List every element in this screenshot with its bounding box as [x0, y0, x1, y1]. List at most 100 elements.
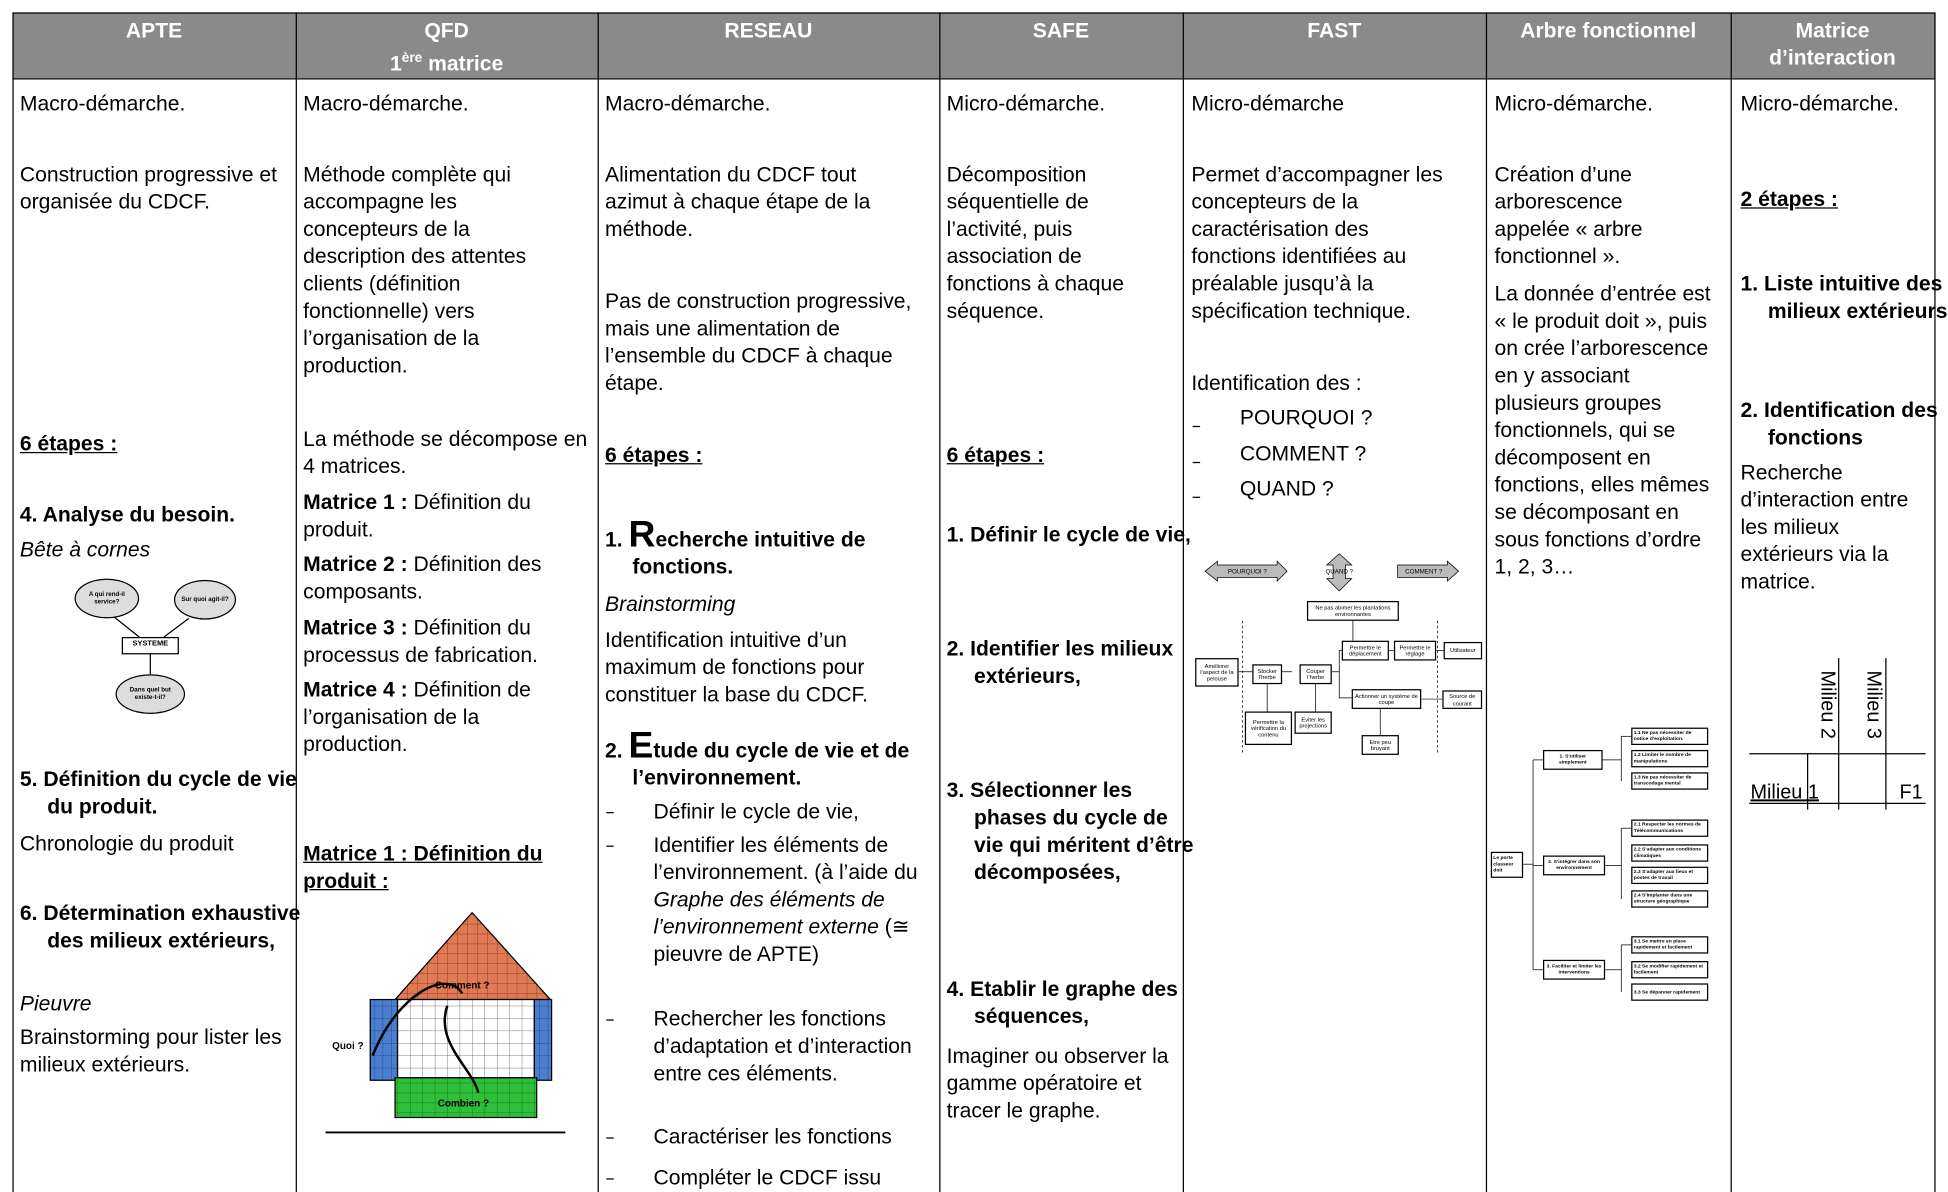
cell-text: Alimentation du CDCF tout azimut à chaqu…	[605, 162, 871, 241]
step: 2. Identifier les milieux extérieurs,	[946, 636, 1174, 688]
tree-group: 3. Faciliter et limiter les intervention…	[1542, 959, 1606, 980]
link	[1331, 650, 1342, 673]
bullet-part: Identifier les éléments de l’environneme…	[653, 833, 918, 885]
matrix-column: Milieu 3	[1862, 671, 1884, 739]
header-number: 1	[389, 51, 402, 76]
step-text: echerche intuitive de fonctions.	[632, 527, 866, 579]
bullet-text: POURQUOI ?	[1239, 406, 1373, 430]
diagram-node: Permettre le réglage	[1393, 640, 1437, 661]
step: 1. Définir le cycle de vie,	[946, 522, 1191, 547]
tree-leaf: 3.2 Se modifier rapidement et facilement	[1631, 961, 1709, 979]
step: 6. Détermination exhaustive des milieux …	[19, 901, 301, 953]
arrow	[371, 982, 464, 1056]
matrix-label: Matrice 3 :	[303, 615, 408, 640]
arrow	[443, 1005, 480, 1094]
column-header: APTE	[125, 18, 183, 43]
bullet-text: Définir le cycle de vie,	[653, 799, 859, 824]
diagram-label: Combien ?	[438, 1098, 489, 1109]
cell-text: Brainstorming pour lister les milieux ex…	[19, 1025, 282, 1077]
cell-text: Micro-démarche	[1191, 91, 1344, 116]
bullet	[606, 845, 614, 847]
tree-root: Le porte classeur doit	[1490, 851, 1524, 878]
bullet-text: COMMENT ?	[1239, 442, 1367, 466]
bullet	[606, 812, 614, 814]
column-header: RESEAU	[724, 18, 813, 43]
column-header: QFD 1ère matrice	[296, 17, 598, 77]
arrow-label: COMMENT ?	[1405, 569, 1443, 576]
bullet	[1192, 461, 1201, 464]
step-initial: R	[628, 514, 656, 556]
step: 4. Etablir le graphe des séquences,	[946, 977, 1178, 1029]
cell-text: Macro-démarche.	[303, 91, 469, 116]
step-text: tude du cycle de vie et de l’environneme…	[632, 738, 910, 790]
tree-leaf: 1.2 Limiter le nombre de manipulations	[1631, 749, 1709, 768]
diagram-node: Actionner un système de coupe	[1351, 689, 1422, 709]
matrix-text: Définition du processus de fabrication.	[303, 615, 538, 667]
cell-text: Recherche d’interaction entre les milieu…	[1740, 460, 1909, 594]
matrix-row: Milieu 1	[1750, 781, 1818, 803]
arrow-label: QUAND ?	[1325, 569, 1353, 576]
table-border	[12, 12, 1936, 1192]
tree-leaf: 3.3 Se dépanner rapidement	[1631, 983, 1709, 1001]
bullet-text: Compléter le CDCF issu	[653, 1165, 882, 1190]
diagram-node: Permettre le déplacement	[1341, 640, 1389, 661]
diagram-node: Utilisateur	[1443, 641, 1483, 660]
cell-text: Micro-démarche.	[946, 91, 1106, 116]
step-tool: Pieuvre	[19, 992, 92, 1016]
step: 2. Etude du cycle de vie et de l’environ…	[605, 727, 958, 793]
step-number: 1.	[605, 527, 623, 552]
cell-text: Permet d’accompagner les concepteurs de …	[1191, 162, 1443, 323]
matrix-item: Matrice 4 : Définition de l’organisation…	[303, 677, 576, 759]
step: 3. Sélectionner les phases du cycle de v…	[946, 778, 1194, 885]
bullet	[606, 1137, 614, 1139]
tree-leaf: 2.3 S’adapter aux lieux et postes de tra…	[1631, 866, 1709, 885]
cell-text: La donnée d’entrée est « le produit doit…	[1494, 281, 1711, 579]
matrix-text: Définition du produit.	[303, 490, 531, 542]
cell-text: Création d’une arborescence appelée « ar…	[1494, 162, 1643, 269]
bullet-italic: Graphe des éléments de l’environnement e…	[653, 887, 885, 939]
matrix-item: Matrice 1 : Définition du produit.	[303, 489, 591, 544]
matrix-label: Matrice 4 :	[303, 677, 408, 702]
cell-text: Identification intuitive d’un maximum de…	[605, 628, 868, 707]
step-tool: Bête à cornes	[19, 537, 151, 562]
diagram-label: Quoi ?	[332, 1041, 363, 1052]
tree-leaf: 2.2 S’adapter aux conditions climatiques	[1631, 844, 1709, 862]
diagram-node: Eviter les projections	[1294, 711, 1332, 734]
diagram-label: Comment ?	[435, 980, 490, 991]
tree-leaf: 2.1 Respecter les normes de Télécommunic…	[1631, 819, 1709, 837]
diagram-node: Sur quoi agit-il?	[173, 579, 237, 620]
diagram-node: Améliorer l’aspect de la pelouse	[1195, 658, 1239, 687]
link	[1338, 671, 1352, 699]
arrow-shape	[1204, 560, 1288, 583]
step-tool: Brainstorming	[605, 592, 736, 616]
arrow-shape	[1397, 560, 1460, 582]
cell-text: Décomposition séquentielle de l’activité…	[946, 162, 1124, 323]
column-header: FAST	[1307, 18, 1362, 43]
step: 4. Analyse du besoin.	[19, 502, 236, 527]
basement	[394, 1077, 538, 1119]
bullet-part: (≅ pieuvre de APTE)	[653, 915, 910, 967]
tree-leaf: 1.1 Ne pas nécessiter de notice d’exploi…	[1631, 727, 1709, 746]
bullet-text: Rechercher les fonctions d’adaptation et…	[653, 1006, 912, 1086]
header-band	[12, 12, 1936, 79]
matrix-label: Matrice 2 :	[303, 552, 408, 577]
column-header: Matrice d’interaction	[1769, 18, 1896, 70]
diagram-node: Stocker l’herbe	[1252, 664, 1283, 685]
step-initial: E	[628, 725, 654, 767]
arrow-label: POURQUOI ?	[1228, 569, 1268, 576]
diagram-node: Etre peu bruyant	[1361, 735, 1399, 755]
arrow-shape	[1325, 553, 1353, 592]
matrix-label: Matrice 1 :	[303, 490, 408, 515]
focus-title: Matrice 1 : Définition du produit :	[303, 841, 543, 893]
cell-text: La méthode se décompose en 4 matrices.	[303, 427, 588, 479]
bullet-text: QUAND ?	[1239, 476, 1334, 501]
cell-text: Macro-démarche.	[19, 91, 186, 116]
cell-text: Macro-démarche.	[605, 91, 771, 116]
matrix-text: Définition des composants.	[303, 552, 542, 604]
matrix-text: Définition de l’organisation de la produ…	[303, 677, 531, 757]
